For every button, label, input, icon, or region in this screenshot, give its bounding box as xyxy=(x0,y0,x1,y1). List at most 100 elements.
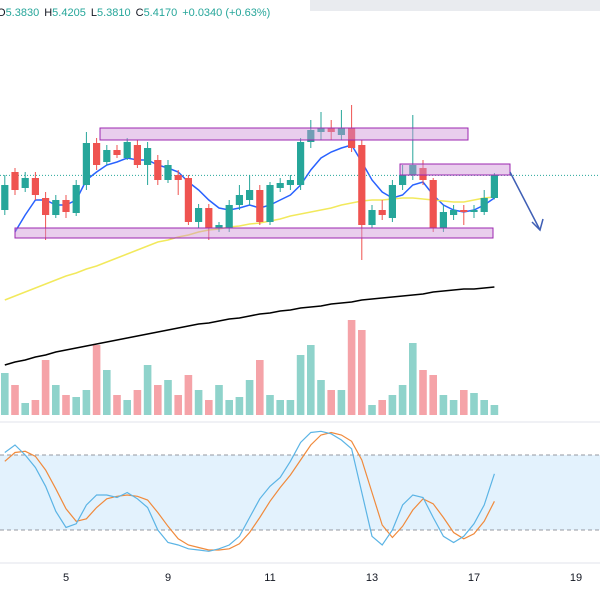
volume-bar xyxy=(490,405,499,415)
volume-bar xyxy=(368,405,376,415)
ohlc-key: H xyxy=(44,7,52,19)
volume-bar xyxy=(245,380,254,415)
candle-body xyxy=(235,195,243,205)
volume-bar xyxy=(398,385,407,415)
volume-bar xyxy=(378,400,386,415)
ohlc-key: L xyxy=(91,7,97,19)
volume-bar xyxy=(358,330,366,415)
stoch-k-line xyxy=(4,430,495,552)
candle-body xyxy=(52,200,60,215)
volume-bar xyxy=(286,400,295,415)
ohlc-key: C xyxy=(136,7,144,19)
volume-bar xyxy=(82,390,91,415)
candle-body xyxy=(337,128,345,135)
candle-body xyxy=(266,185,274,222)
candle-body xyxy=(195,208,203,222)
volume-bar xyxy=(215,385,223,415)
ohlc-header: O5.3830 H5.4205 L5.3810 C5.4170 +0.0340 (+0.… xyxy=(0,7,270,19)
volume-bar xyxy=(317,380,325,415)
volume-bar xyxy=(347,320,356,415)
candle-body xyxy=(490,175,498,198)
volume-bar xyxy=(225,400,233,415)
stoch-band xyxy=(0,455,600,530)
candle-body xyxy=(31,178,39,195)
ohlc-change: +0.0340 (+0.63%) xyxy=(182,7,270,19)
candle-body xyxy=(348,128,356,148)
candle-body xyxy=(286,180,294,185)
volume-bar xyxy=(235,397,244,415)
volume-bar xyxy=(52,385,60,415)
volume-bar xyxy=(31,400,40,415)
volume-bar xyxy=(11,385,19,415)
volume-bar xyxy=(113,395,121,415)
volume-bar xyxy=(143,365,152,415)
candle-body xyxy=(429,180,437,228)
volume-bar xyxy=(184,375,193,415)
candle-body xyxy=(123,142,131,158)
resistance-box-small xyxy=(399,163,511,176)
candle-body xyxy=(133,145,141,165)
volume-layer xyxy=(1,320,499,415)
ohlc-value: 5.3830 xyxy=(6,7,40,19)
candle-body xyxy=(1,185,9,210)
moving-average xyxy=(4,196,495,301)
volume-bar xyxy=(266,395,274,415)
candle-body xyxy=(409,165,417,175)
candle-body xyxy=(256,190,264,222)
resistance-box xyxy=(99,127,469,141)
candle-body xyxy=(205,208,213,228)
moving-average xyxy=(4,286,495,366)
candle-body xyxy=(21,178,29,188)
candle-body xyxy=(144,148,152,165)
ohlc-value: 5.4205 xyxy=(52,7,86,19)
candle-body xyxy=(388,185,396,218)
candle-body xyxy=(113,150,121,155)
candle-body xyxy=(72,185,80,213)
candle-body xyxy=(327,128,335,132)
projection-arrowhead xyxy=(531,218,544,232)
volume-bar xyxy=(154,385,162,415)
volume-bar xyxy=(449,400,458,415)
volume-bar xyxy=(41,360,50,415)
volume-bar xyxy=(460,390,468,415)
volume-bar xyxy=(480,400,488,415)
volume-bar xyxy=(174,395,182,415)
volume-bar xyxy=(256,360,264,415)
price-layer xyxy=(0,105,600,366)
candle-body xyxy=(93,143,101,165)
moving-average xyxy=(14,144,495,233)
candle-body xyxy=(174,175,182,180)
candle-body xyxy=(154,160,162,180)
support-box xyxy=(14,227,494,239)
candle-body xyxy=(450,210,458,215)
volume-bar xyxy=(92,345,101,415)
x-tick-label: 9 xyxy=(165,572,171,584)
volume-bar xyxy=(62,395,70,415)
candle-body xyxy=(82,143,90,185)
volume-bar xyxy=(439,395,448,415)
candle-body xyxy=(276,183,284,188)
candle-body xyxy=(480,198,488,212)
header-panel xyxy=(310,0,600,11)
candle-body xyxy=(164,165,172,180)
ohlc-value: 5.4170 xyxy=(144,7,178,19)
candle-body xyxy=(378,210,386,215)
volume-bar xyxy=(429,375,437,415)
volume-bar xyxy=(103,370,111,415)
candle-body xyxy=(358,145,366,225)
candle-body xyxy=(184,178,192,222)
volume-bar xyxy=(327,390,335,415)
candle-body xyxy=(307,130,315,142)
candle-body xyxy=(399,175,407,185)
candle-body xyxy=(215,225,223,228)
candle-body xyxy=(103,150,111,162)
volume-bar xyxy=(470,393,478,415)
candle-body xyxy=(11,172,19,190)
candle-body xyxy=(246,190,254,200)
stochastic-panel xyxy=(0,430,600,552)
candle-body xyxy=(439,212,447,228)
candle-body xyxy=(419,168,427,180)
x-tick-label: 11 xyxy=(264,572,275,584)
